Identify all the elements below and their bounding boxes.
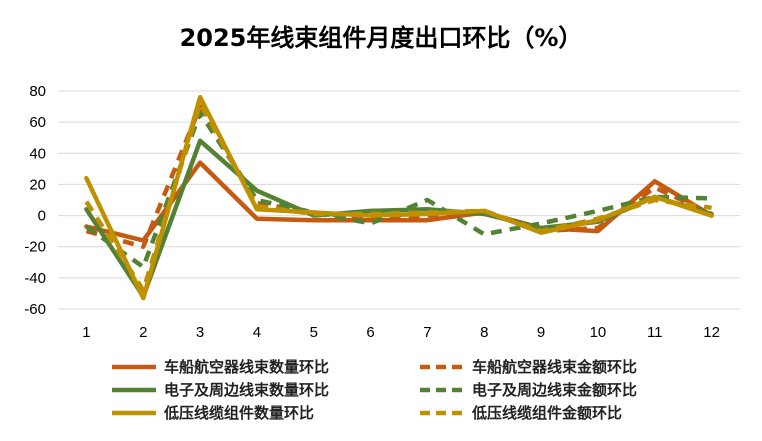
legend-label: 低压线缆组件金额环比 [471,404,622,422]
chart-title: 2025年线束组件月度出口环比（%） [179,24,583,52]
x-tick-label: 9 [537,324,545,341]
x-tick-label: 8 [480,324,488,341]
series-line-1 [84,160,714,243]
legend-label: 电子及周边线束数量环比 [164,381,329,399]
x-tick-label: 3 [196,324,204,341]
legend-label: 低压线缆组件数量环比 [163,404,314,422]
y-tick-label: 20 [29,176,46,193]
x-tick-label: 12 [703,324,720,341]
x-tick-label: 2 [139,324,147,341]
legend-label: 电子及周边线束金额环比 [472,381,637,399]
y-tick-label: -40 [24,270,46,287]
legend-label: 车船航空器线束数量环比 [164,358,329,376]
series-line-6 [84,101,712,293]
x-tick-label: 10 [590,324,607,341]
legend-label: 车船航空器线束金额环比 [472,358,637,376]
y-tick-label: -20 [24,239,46,256]
y-tick-label: 80 [29,83,46,100]
series-line-2 [85,104,713,249]
y-tick-label: 40 [29,145,46,162]
y-tick-label: 0 [38,208,46,225]
x-tick-label: 4 [253,324,261,341]
y-tick-label: 60 [29,114,46,131]
x-tick-label: 5 [310,324,318,341]
x-tick-label: 6 [366,324,374,341]
x-tick-label: 1 [82,324,90,341]
x-tick-label: 7 [423,324,431,341]
x-tick-label: 11 [647,324,663,341]
y-tick-label: -60 [24,301,46,318]
